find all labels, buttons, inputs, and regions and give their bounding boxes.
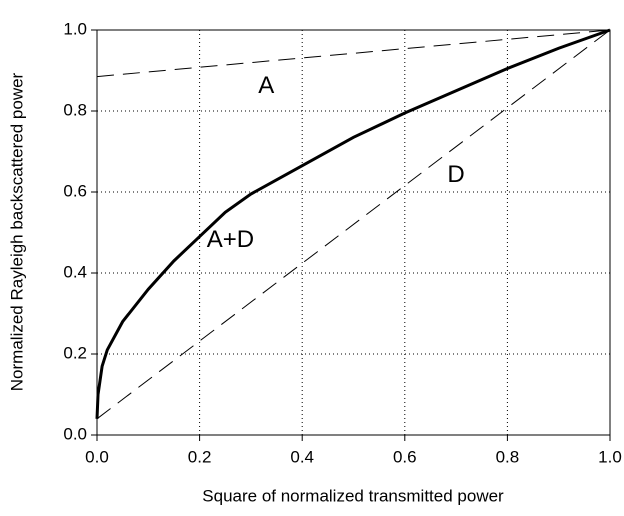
y-tick-label: 1.0: [63, 19, 87, 38]
series-label: A+D: [207, 226, 254, 253]
line-series: [96, 29, 611, 420]
plot-frame: [96, 29, 611, 436]
series-label: A: [258, 72, 274, 99]
x-tick-label: 1.0: [598, 447, 622, 466]
y-tick-label: 0.8: [63, 100, 87, 119]
x-tick-label: 0.6: [393, 447, 417, 466]
y-axis-label: Normalized Rayleigh backscattered power: [7, 72, 26, 391]
line-series: [96, 29, 611, 78]
series-label: D: [447, 161, 464, 188]
y-tick-label: 0.2: [63, 343, 87, 362]
y-tick-label: 0.4: [63, 262, 87, 281]
y-tick-label: 0.6: [63, 181, 87, 200]
x-tick-label: 0.4: [290, 447, 314, 466]
x-tick-label: 0.8: [496, 447, 520, 466]
x-tick-label: 0.0: [85, 447, 109, 466]
line-series: [95, 28, 611, 419]
x-tick-label: 0.2: [188, 447, 212, 466]
y-tick-label: 0.0: [63, 424, 87, 443]
x-axis-label: Square of normalized transmitted power: [202, 486, 504, 505]
